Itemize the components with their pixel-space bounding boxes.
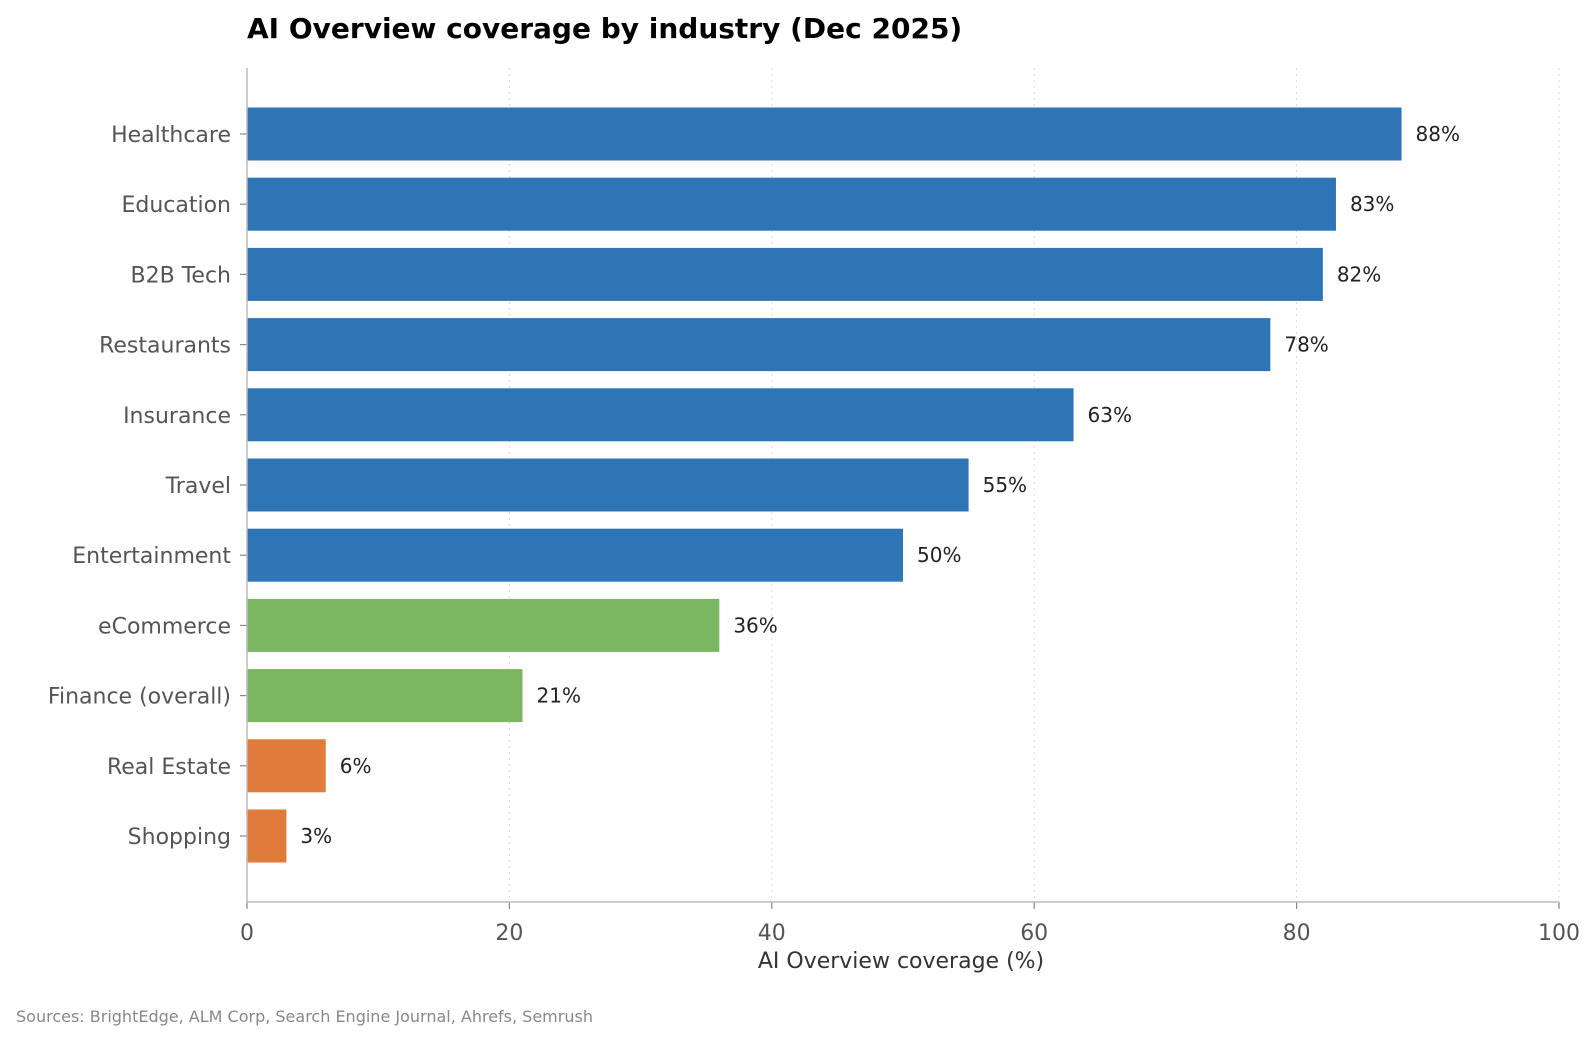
bar-b2b-tech: [247, 247, 1323, 301]
category-labels: Healthcare Education B2B Tech Restaurants In…: [48, 123, 231, 850]
category-label: B2B Tech: [131, 263, 231, 288]
x-tick-label: 80: [1283, 921, 1311, 946]
category-label: Healthcare: [111, 123, 231, 148]
category-label: Travel: [165, 474, 231, 499]
value-label: 78%: [1284, 333, 1328, 357]
value-label: 21%: [537, 684, 581, 708]
bar-travel: [247, 458, 969, 512]
x-tick-label: 40: [758, 921, 786, 946]
category-label: Shopping: [128, 825, 231, 850]
bar-healthcare: [247, 107, 1402, 161]
bar-entertainment: [247, 528, 903, 582]
bar-ecommerce: [247, 598, 720, 652]
value-label: 55%: [983, 473, 1027, 497]
x-axis-label: AI Overview coverage (%): [758, 949, 1044, 974]
value-label: 6%: [340, 754, 372, 778]
value-label: 82%: [1337, 262, 1381, 286]
x-tick-labels: 0 20 40 60 80 100: [240, 921, 1580, 946]
bars: [247, 107, 1402, 863]
category-label: eCommerce: [98, 614, 231, 639]
x-tick-label: 100: [1538, 921, 1580, 946]
value-label: 88%: [1416, 122, 1460, 146]
bar-insurance: [247, 388, 1074, 442]
value-label: 3%: [300, 824, 332, 848]
x-tick-label: 0: [240, 921, 254, 946]
category-label: Restaurants: [99, 334, 231, 359]
category-label: Entertainment: [72, 544, 231, 569]
bar-shopping: [247, 809, 287, 863]
chart-title: AI Overview coverage by industry (Dec 20…: [247, 12, 962, 45]
category-label: Education: [121, 193, 231, 218]
source-note: Sources: BrightEdge, ALM Corp, Search En…: [16, 1007, 593, 1026]
value-labels: 88% 83% 82% 78% 63% 55% 50% 36% 21% 6% 3%: [300, 122, 1460, 848]
x-tick-label: 60: [1020, 921, 1048, 946]
category-label: Insurance: [123, 404, 231, 429]
value-label: 83%: [1350, 192, 1394, 216]
category-label: Finance (overall): [48, 685, 231, 710]
x-tick-label: 20: [495, 921, 523, 946]
value-label: 63%: [1088, 403, 1132, 427]
bar-education: [247, 177, 1336, 231]
value-label: 36%: [733, 613, 777, 637]
bar-restaurants: [247, 318, 1271, 372]
axes: [240, 68, 1560, 909]
category-label: Real Estate: [107, 755, 231, 780]
bar-real-estate: [247, 739, 326, 793]
bar-finance-overall: [247, 669, 523, 723]
value-label: 50%: [917, 543, 961, 567]
